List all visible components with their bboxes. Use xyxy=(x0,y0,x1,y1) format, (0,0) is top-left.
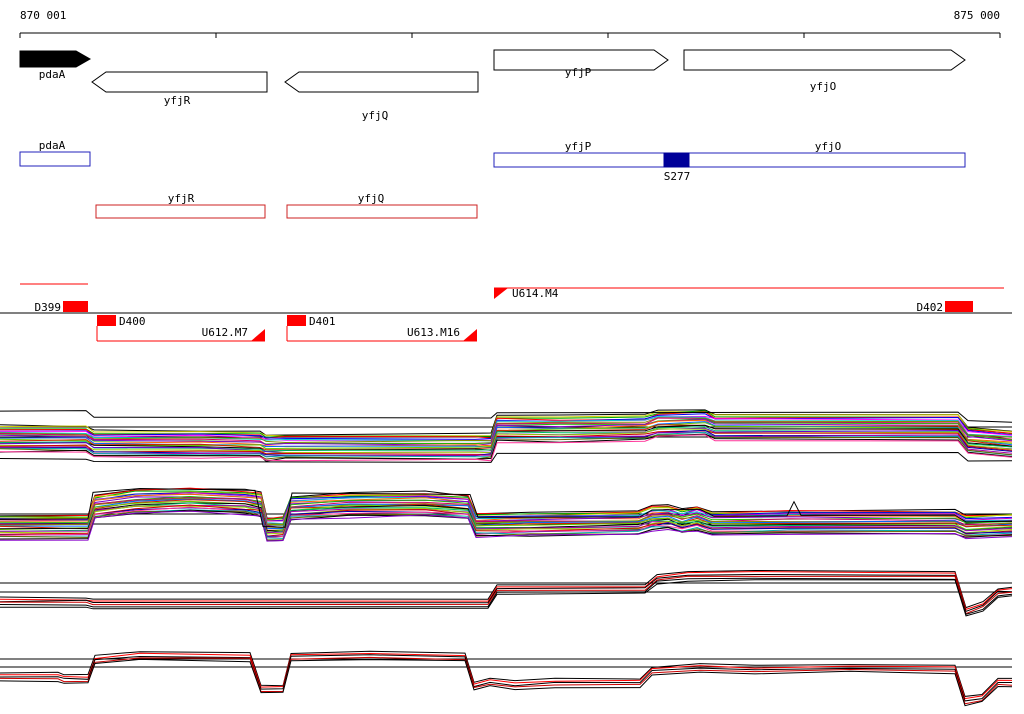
signal-outlier-line xyxy=(0,410,1013,423)
signal-line xyxy=(0,495,1013,526)
probe-box-D402 xyxy=(945,301,973,312)
probe-box-D400 xyxy=(97,315,116,326)
gene-arrow-yfjP xyxy=(493,49,669,71)
signal-line xyxy=(0,656,1013,705)
signal-line xyxy=(0,650,1012,697)
gene-label-yfjP: yfjP xyxy=(565,66,592,79)
probe-label-D401: D401 xyxy=(309,315,336,328)
signal-line xyxy=(0,498,1013,530)
signal-line xyxy=(0,434,1013,462)
signal-line xyxy=(0,418,1013,446)
ruler-start-coordinate: 870 001 xyxy=(20,9,67,22)
signal-line xyxy=(0,571,1013,611)
signal-line xyxy=(0,577,1013,615)
transcript-box xyxy=(286,204,478,219)
transcript-label-yfjR: yfjR xyxy=(168,192,195,205)
signal-line xyxy=(0,579,1013,617)
gene-label-yfjO: yfjO xyxy=(810,80,837,93)
segment-flag xyxy=(463,329,477,341)
signal-outlier-line xyxy=(0,451,1013,463)
signal-outlier-line xyxy=(0,487,1013,528)
probe-box-D401 xyxy=(287,315,306,326)
feature-box-S277 xyxy=(663,152,690,168)
segment-flag xyxy=(494,288,508,299)
probe-box-D399 xyxy=(63,301,88,312)
signal-line xyxy=(0,433,1013,462)
gene-annotation-box xyxy=(493,152,966,168)
gene-arrow-yfjO xyxy=(683,49,966,71)
gene-arrow-pdaA xyxy=(19,50,92,68)
transcript-label-yfjQ: yfjQ xyxy=(358,192,385,205)
feature-label-S277: S277 xyxy=(664,170,691,183)
ruler-end-coordinate: 875 000 xyxy=(953,9,1000,22)
signal-line xyxy=(0,573,1013,613)
signal-line xyxy=(0,510,1013,542)
signal-line xyxy=(0,575,1013,615)
gene-annotation-label-yfjO: yfjO xyxy=(815,140,842,153)
gene-annotation-label-yfjP: yfjP xyxy=(565,140,592,153)
signal-line xyxy=(0,658,1013,707)
segment-label-U613.M16: U613.M16 xyxy=(407,326,460,339)
signal-line xyxy=(0,506,1013,539)
gene-label-yfjQ: yfjQ xyxy=(362,109,389,122)
signal-line xyxy=(0,654,1012,702)
signal-line xyxy=(0,569,1013,609)
gene-label-yfjR: yfjR xyxy=(164,94,191,107)
probe-label-D399: D399 xyxy=(35,301,62,314)
gene-arrow-yfjQ xyxy=(284,71,479,93)
gene-arrow-yfjR xyxy=(91,71,268,93)
gene-annotation-box xyxy=(19,151,91,167)
segment-flag xyxy=(251,329,265,341)
probe-label-D400: D400 xyxy=(119,315,146,328)
gene-label-pdaA: pdaA xyxy=(39,68,66,81)
signal-line xyxy=(0,426,1013,452)
gene-annotation-label-pdaA: pdaA xyxy=(39,139,66,152)
segment-label-U614.M4: U614.M4 xyxy=(512,287,559,300)
probe-label-D402: D402 xyxy=(917,301,944,314)
transcript-box xyxy=(95,204,266,219)
segment-label-U612.M7: U612.M7 xyxy=(202,326,248,339)
signal-line xyxy=(0,502,1013,534)
signal-line xyxy=(0,652,1013,700)
